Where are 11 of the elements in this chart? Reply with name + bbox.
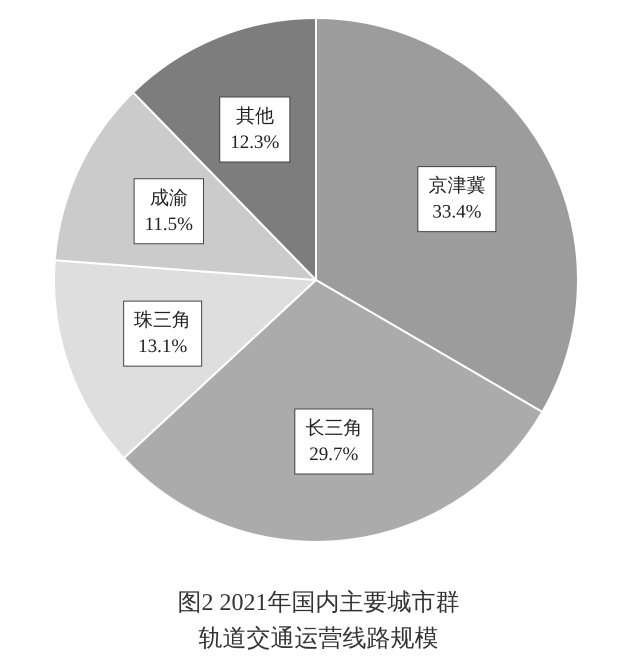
slice-label: 珠三角 <box>134 310 192 332</box>
slice-label: 长三角 <box>305 418 362 439</box>
data-label: 13.1% <box>138 336 188 358</box>
slice-label: 其他 <box>236 106 274 128</box>
data-label: 11.5% <box>144 214 194 235</box>
data-label: 12.3% <box>230 132 280 154</box>
slice-label: 京津冀 <box>428 174 486 197</box>
data-label: 29.7% <box>309 444 359 465</box>
data-label: 33.4% <box>432 202 482 223</box>
slice-label: 成渝 <box>150 188 188 209</box>
text: 图2 2021年国内主要城市群轨道交通运营线路规模 <box>178 589 460 652</box>
